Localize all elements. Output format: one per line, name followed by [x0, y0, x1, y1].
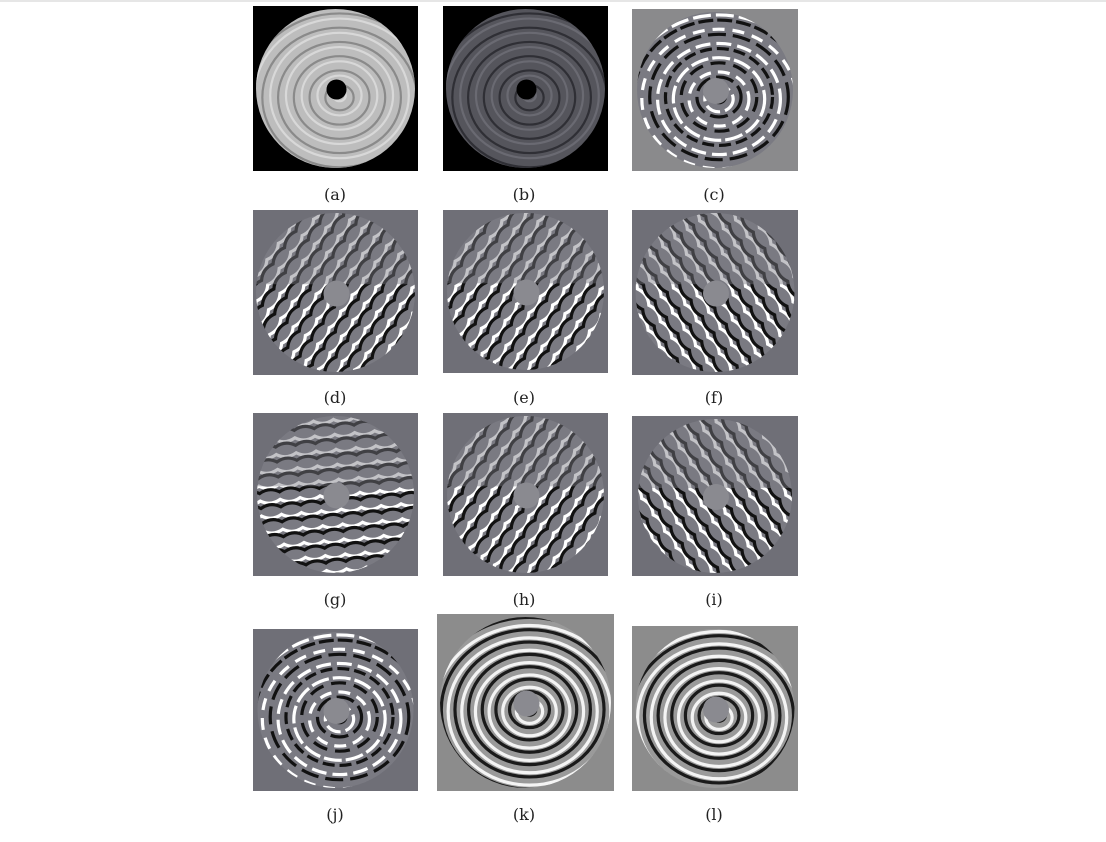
panel-a-caption: (a) — [305, 185, 365, 204]
fingerprint-image-f — [632, 210, 798, 375]
fingerprint-image-a — [253, 6, 418, 171]
panel-e-caption: (e) — [494, 388, 554, 407]
fingerprint-image-i — [632, 416, 798, 576]
page-top-border — [0, 0, 1106, 2]
panel-j-image — [253, 629, 418, 791]
panel-e-image — [443, 210, 608, 373]
panel-f-caption: (f) — [684, 388, 744, 407]
panel-l-caption: (l) — [684, 805, 744, 824]
fingerprint-image-l — [632, 626, 798, 791]
panel-b-caption: (b) — [494, 185, 554, 204]
fingerprint-image-b — [443, 6, 608, 171]
panel-c-image — [632, 9, 798, 171]
panel-k-caption: (k) — [494, 805, 554, 824]
panel-j-caption: (j) — [305, 805, 365, 824]
panel-i-caption: (i) — [684, 590, 744, 609]
panel-h-caption: (h) — [494, 590, 554, 609]
panel-k-image — [437, 614, 614, 791]
fingerprint-image-k — [437, 614, 614, 791]
fingerprint-image-e — [443, 210, 608, 373]
panel-b-image — [443, 6, 608, 171]
panel-f-image — [632, 210, 798, 375]
panel-d-image — [253, 210, 418, 375]
panel-i-image — [632, 416, 798, 576]
fingerprint-image-h — [443, 413, 608, 576]
panel-c-caption: (c) — [684, 185, 744, 204]
panel-g-image — [253, 413, 418, 576]
panel-d-caption: (d) — [305, 388, 365, 407]
fingerprint-image-j — [253, 629, 418, 791]
panel-l-image — [632, 626, 798, 791]
fingerprint-image-c — [632, 9, 798, 171]
panel-a-image — [253, 6, 418, 171]
panel-g-caption: (g) — [305, 590, 365, 609]
panel-h-image — [443, 413, 608, 576]
fingerprint-image-d — [253, 210, 418, 375]
fingerprint-image-g — [253, 413, 418, 576]
